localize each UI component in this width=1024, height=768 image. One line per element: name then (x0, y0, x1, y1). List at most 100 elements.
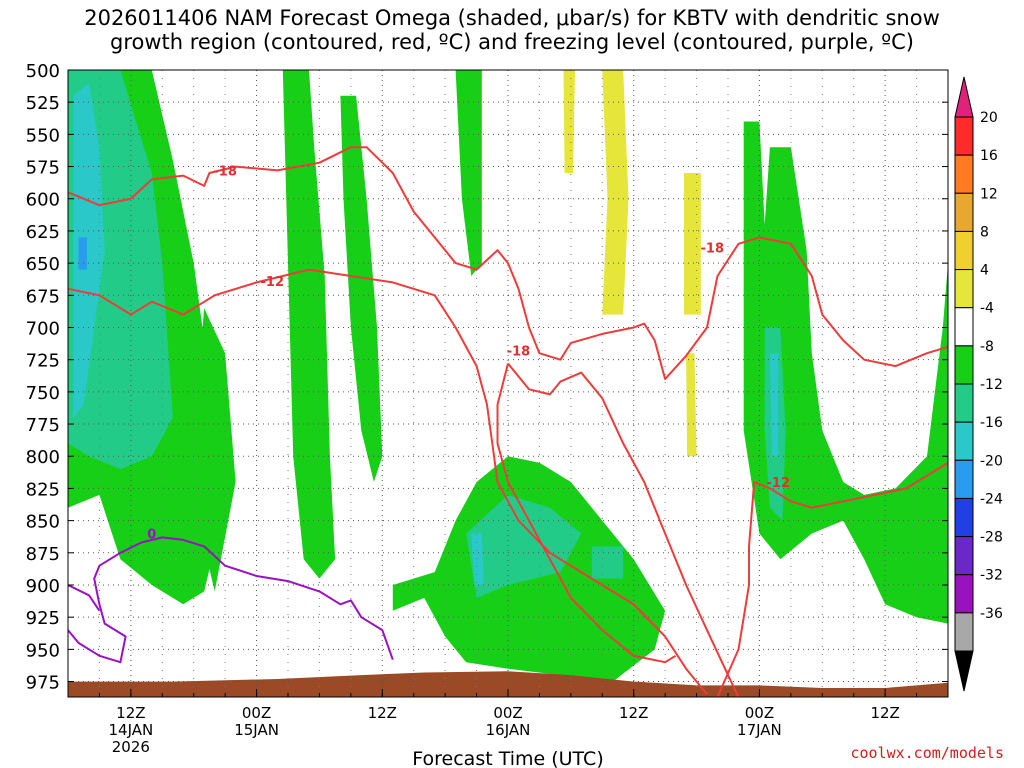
omega-region-18 (686, 353, 697, 457)
colorbar-label-0: 20 (980, 110, 998, 126)
x-tick-label-4-0: 12Z (619, 704, 648, 722)
colorbar-label-9: -20 (980, 453, 1003, 469)
y-tick-label-6: 650 (26, 254, 60, 275)
colorbar-label-2: 12 (980, 186, 998, 202)
colorbar-label-12: -32 (980, 568, 1003, 584)
colorbar-swatch-0 (954, 116, 974, 156)
y-tick-label-14: 850 (26, 512, 60, 533)
colorbar-swatch-8 (954, 421, 974, 461)
dendritic-contour-3 (68, 268, 708, 696)
y-tick-label-4: 600 (26, 190, 60, 211)
credit-text: coolwx.com/models (850, 744, 1004, 762)
x-tick-label-0-1: 14JAN (108, 721, 153, 739)
contour-label-3: -18 (701, 242, 725, 257)
omega-region-3 (340, 95, 383, 482)
chart-title: 2026011406 NAM Forecast Omega (shaded, μ… (84, 6, 940, 54)
x-tick-label-5-0: 00Z (745, 704, 774, 722)
contour-layer (68, 146, 948, 697)
colorbar-label-11: -28 (980, 530, 1003, 546)
y-tick-label-1: 525 (26, 93, 60, 114)
colorbar-label-7: -12 (980, 377, 1003, 393)
omega-region-11 (471, 533, 484, 585)
contour-label-1: -12 (261, 275, 285, 290)
omega-region-16 (602, 70, 629, 315)
colorbar-swatch-7 (954, 383, 974, 423)
omega-region-1 (193, 308, 236, 592)
x-tick-label-3-0: 00Z (493, 704, 522, 722)
y-tick-label-16: 900 (26, 576, 60, 597)
x-tick-label-3-1: 16JAN (486, 721, 531, 739)
x-tick-label-6-0: 12Z (870, 704, 899, 722)
x-tick-label-1-0: 00Z (242, 704, 271, 722)
colorbar-swatch-2 (954, 192, 974, 232)
freezing-contour-1 (68, 584, 101, 612)
y-tick-label-10: 750 (26, 383, 60, 404)
dendritic-contour-2 (496, 363, 677, 664)
x-tick-label-5-1: 17JAN (737, 721, 782, 739)
contour-label-4: -12 (767, 476, 791, 491)
dendritic-contour-1 (507, 362, 740, 697)
omega-region-9 (78, 237, 87, 270)
y-tick-label-9: 725 (26, 351, 60, 372)
colorbar-swatch-12 (954, 574, 974, 614)
omega-region-17 (684, 173, 701, 315)
colorbar-swatch-11 (954, 536, 974, 576)
colorbar-swatch-5 (954, 307, 974, 347)
y-axis: 500 525 550 575 600 625 650 675 700 725 750 775 800 8… (26, 61, 948, 694)
colorbar-swatch-1 (954, 154, 974, 194)
x-tick-label-0-0: 12Z (116, 704, 145, 722)
omega-shading-layer (68, 70, 948, 682)
colorbar-swatch-6 (954, 345, 974, 385)
colorbar: 20 16 12 8 4 -4 -8 -12 -16 -20 -24 -28 -32 -36 (954, 76, 1003, 692)
colorbar-bottom-arrow (954, 650, 974, 692)
omega-region-8 (73, 82, 105, 418)
y-tick-label-3: 575 (26, 158, 60, 179)
y-tick-label-5: 625 (26, 222, 60, 243)
contour-labels-layer: -18 -12 -18 -18 -12 0 (147, 164, 790, 542)
omega-region-10 (466, 494, 582, 598)
omega-region-4 (455, 70, 482, 276)
freezing-contour-0 (68, 536, 394, 664)
omega-region-2 (282, 70, 336, 579)
colorbar-swatch-9 (954, 459, 974, 499)
dendritic-contour-4 (716, 461, 948, 697)
omega-region-14 (591, 546, 624, 579)
terrain-fill (68, 671, 948, 697)
colorbar-label-1: 16 (980, 148, 998, 164)
omega-region-6 (743, 121, 948, 624)
y-tick-label-11: 775 (26, 415, 60, 436)
x-tick-label-0-2: 2026 (112, 738, 150, 756)
dendritic-contour-0 (68, 146, 948, 380)
omega-region-15 (563, 70, 575, 173)
colorbar-label-6: -8 (980, 339, 994, 355)
y-tick-label-12: 800 (26, 447, 60, 468)
colorbar-label-8: -16 (980, 415, 1003, 431)
colorbar-label-4: 4 (980, 263, 989, 279)
y-tick-label-7: 675 (26, 286, 60, 307)
x-tick-label-2-0: 12Z (368, 704, 397, 722)
colorbar-swatch-3 (954, 230, 974, 271)
colorbar-top-arrow (954, 76, 974, 118)
y-tick-label-13: 825 (26, 479, 60, 500)
terrain-layer (68, 671, 948, 697)
colorbar-swatch-13 (954, 612, 974, 652)
y-tick-label-8: 700 (26, 318, 60, 339)
y-tick-label-18: 950 (26, 640, 60, 661)
y-tick-label-0: 500 (26, 61, 60, 82)
colorbar-label-10: -24 (980, 491, 1003, 507)
contour-label-0: -18 (213, 164, 237, 179)
colorbar-label-3: 8 (980, 224, 989, 240)
contour-label-2: -18 (507, 345, 531, 360)
x-tick-label-1-1: 15JAN (234, 721, 279, 739)
y-tick-label-15: 875 (26, 544, 60, 565)
colorbar-label-5: -4 (980, 301, 994, 317)
colorbar-swatch-4 (954, 269, 974, 309)
omega-region-13 (769, 353, 779, 457)
contour-label-5: 0 (147, 527, 156, 542)
y-tick-label-19: 975 (26, 673, 60, 694)
y-tick-label-17: 925 (26, 608, 60, 629)
y-tick-label-2: 550 (26, 125, 60, 146)
colorbar-label-13: -36 (980, 606, 1003, 622)
